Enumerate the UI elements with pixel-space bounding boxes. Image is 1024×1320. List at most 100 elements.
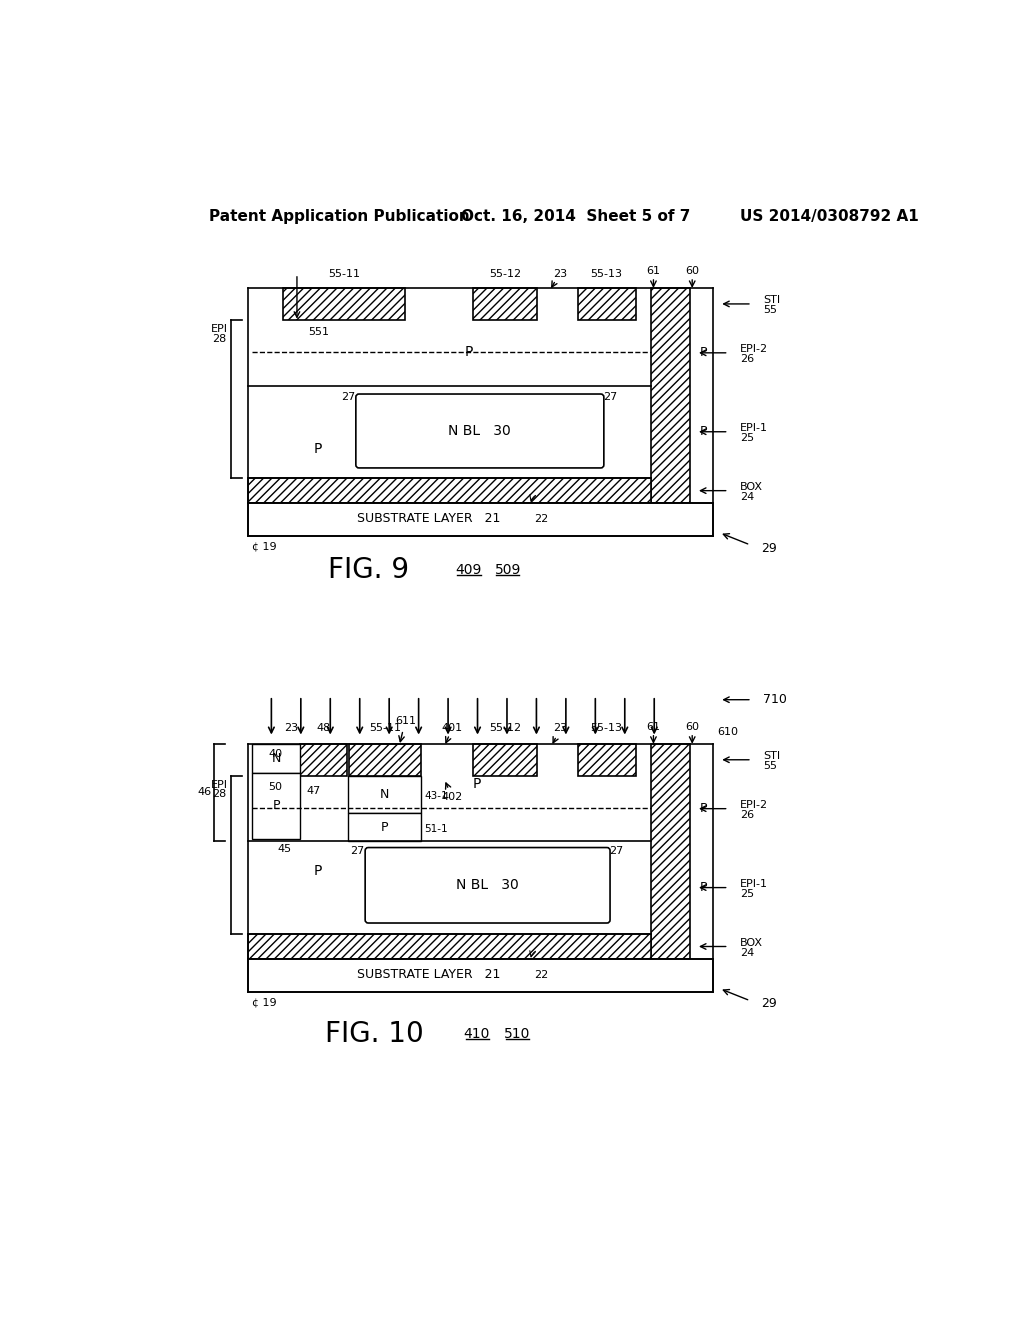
Bar	[578, 288, 636, 321]
Text: P: P	[700, 880, 708, 894]
Text: 60: 60	[685, 722, 699, 731]
Text: 55: 55	[764, 760, 777, 771]
Bar	[248, 960, 713, 991]
Bar	[651, 743, 690, 960]
Bar	[248, 478, 651, 503]
Text: 40: 40	[268, 748, 283, 759]
Text: P: P	[465, 346, 473, 359]
Text: SUBSTRATE LAYER   21: SUBSTRATE LAYER 21	[357, 968, 501, 981]
Text: 27: 27	[350, 846, 365, 855]
Text: EPI-1: EPI-1	[740, 879, 768, 888]
Text: ¢ 19: ¢ 19	[252, 998, 276, 1007]
Bar	[473, 743, 538, 776]
Text: 61: 61	[646, 722, 660, 731]
Text: 551: 551	[308, 327, 329, 338]
Text: EPI: EPI	[211, 780, 228, 791]
FancyBboxPatch shape	[366, 847, 610, 923]
Text: 55: 55	[764, 305, 777, 315]
Text: P: P	[700, 425, 708, 438]
Text: 46: 46	[198, 788, 212, 797]
Bar	[473, 288, 538, 321]
Text: 61: 61	[646, 265, 660, 276]
Bar	[283, 288, 406, 321]
FancyBboxPatch shape	[356, 395, 604, 469]
Text: 55-12: 55-12	[489, 269, 521, 279]
Text: EPI-2: EPI-2	[740, 345, 768, 354]
Text: 29: 29	[761, 998, 777, 1010]
Text: N: N	[380, 788, 389, 801]
Text: Patent Application Publication: Patent Application Publication	[209, 209, 470, 223]
Text: N BL   30: N BL 30	[457, 878, 519, 892]
Text: 610: 610	[717, 727, 738, 737]
Text: 50: 50	[268, 781, 283, 792]
Text: BOX: BOX	[740, 937, 763, 948]
Text: P: P	[313, 863, 323, 878]
Text: 55-13: 55-13	[591, 269, 623, 279]
Text: 27: 27	[341, 392, 355, 403]
Text: EPI: EPI	[211, 325, 228, 334]
Text: P: P	[700, 346, 708, 359]
Text: EPI-2: EPI-2	[740, 800, 768, 809]
Bar	[348, 776, 421, 813]
Text: 26: 26	[740, 354, 755, 364]
Bar	[248, 503, 713, 536]
Bar	[349, 743, 421, 776]
Text: 409: 409	[456, 564, 482, 577]
Text: STI: STI	[764, 751, 780, 760]
Text: P: P	[472, 776, 481, 791]
Text: 48: 48	[316, 723, 331, 733]
Text: 22: 22	[534, 970, 548, 979]
Text: ¢ 19: ¢ 19	[252, 541, 276, 552]
Text: 510: 510	[504, 1027, 530, 1041]
Text: P: P	[272, 800, 280, 813]
Text: 611: 611	[395, 715, 416, 726]
Text: 47: 47	[307, 787, 322, 796]
Text: 710: 710	[764, 693, 787, 706]
Text: 22: 22	[534, 513, 548, 524]
Text: 25: 25	[740, 433, 755, 444]
Text: 28: 28	[212, 789, 226, 800]
Text: 23: 23	[553, 723, 567, 733]
Text: STI: STI	[764, 296, 780, 305]
Text: P: P	[700, 803, 708, 816]
Text: 51-1: 51-1	[424, 824, 447, 834]
Text: 410: 410	[464, 1027, 489, 1041]
Text: 45: 45	[278, 843, 292, 854]
Text: 55-11: 55-11	[329, 269, 360, 279]
Text: 26: 26	[740, 810, 755, 820]
Text: 60: 60	[685, 265, 699, 276]
Text: 24: 24	[740, 492, 755, 502]
Bar	[348, 813, 421, 841]
Text: 55-11: 55-11	[369, 723, 401, 733]
Text: 29: 29	[761, 541, 777, 554]
Bar	[300, 743, 347, 776]
Text: Oct. 16, 2014  Sheet 5 of 7: Oct. 16, 2014 Sheet 5 of 7	[461, 209, 690, 223]
Bar	[248, 933, 651, 960]
Text: P: P	[313, 442, 323, 457]
Bar	[252, 774, 300, 840]
Text: 509: 509	[495, 564, 521, 577]
Text: 23: 23	[553, 269, 567, 279]
Text: 401: 401	[441, 723, 463, 733]
Bar	[252, 744, 300, 774]
Text: 28: 28	[212, 334, 226, 343]
Text: FIG. 9: FIG. 9	[328, 556, 409, 585]
Text: N BL   30: N BL 30	[449, 424, 511, 438]
Text: 55-12: 55-12	[489, 723, 521, 733]
Text: 55-13: 55-13	[591, 723, 623, 733]
Text: 27: 27	[609, 846, 624, 855]
Text: FIG. 10: FIG. 10	[325, 1020, 424, 1048]
Text: 23: 23	[284, 723, 298, 733]
Text: EPI-1: EPI-1	[740, 422, 768, 433]
Text: N: N	[271, 752, 281, 766]
Text: 25: 25	[740, 888, 755, 899]
Bar	[578, 743, 636, 776]
Text: 27: 27	[603, 392, 617, 403]
Text: 402: 402	[441, 792, 463, 803]
Bar	[651, 288, 690, 503]
Text: US 2014/0308792 A1: US 2014/0308792 A1	[740, 209, 919, 223]
Text: P: P	[381, 821, 388, 834]
Text: 24: 24	[740, 948, 755, 957]
Text: SUBSTRATE LAYER   21: SUBSTRATE LAYER 21	[357, 512, 501, 525]
Text: 43-1: 43-1	[424, 791, 447, 801]
